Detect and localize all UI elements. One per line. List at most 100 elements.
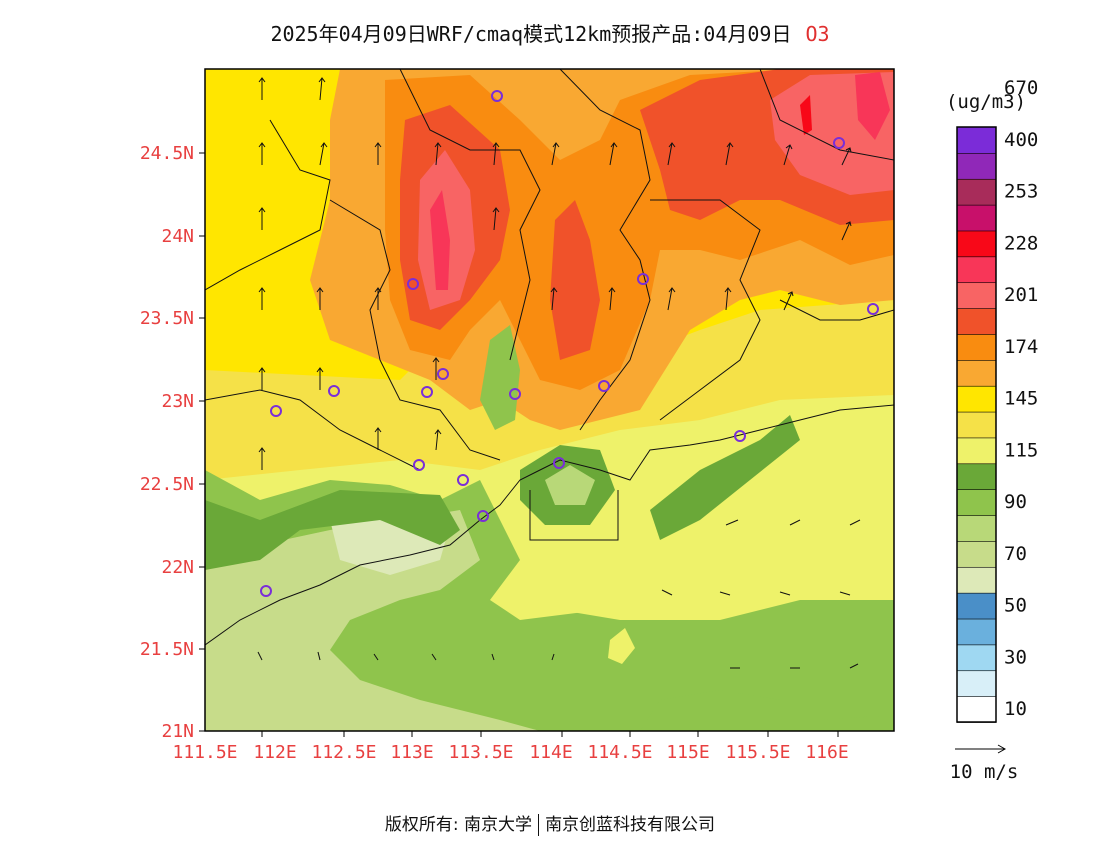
field-70-southwest xyxy=(205,510,540,731)
lat-label: 23.5N xyxy=(140,308,194,329)
field-top-spot xyxy=(800,95,812,135)
lat-label: 23N xyxy=(161,391,194,412)
wind-arrow xyxy=(551,142,560,166)
boundary-line-4 xyxy=(559,69,651,431)
colorbar-tick-label: 115 xyxy=(1004,439,1038,461)
copyright-left: 版权所有: 南京大学 xyxy=(384,815,533,835)
lat-label: 22.5N xyxy=(140,474,194,495)
wind-arrow xyxy=(258,142,266,165)
colorbar-swatch xyxy=(956,281,997,309)
site-marker xyxy=(553,457,565,469)
colorbar-tick-label: 145 xyxy=(1004,388,1038,410)
lat-label: 21.5N xyxy=(140,639,194,660)
wind-arrow xyxy=(841,147,852,166)
boundary-line-5 xyxy=(650,199,761,421)
colorbar-swatch xyxy=(956,669,997,697)
coastline xyxy=(205,404,894,646)
wind-arrow xyxy=(318,77,326,101)
wind-arrow xyxy=(783,291,794,311)
wind-arrow xyxy=(849,663,859,669)
wind-arrow xyxy=(609,142,618,166)
ozone-concentration-field xyxy=(205,69,894,731)
site-marker xyxy=(637,273,649,285)
colorbar-tick-label: 201 xyxy=(1004,284,1038,306)
field-90-bottom xyxy=(640,690,894,731)
wind-arrow xyxy=(432,357,440,380)
colorbar-swatch xyxy=(956,204,997,232)
lat-label: 22N xyxy=(161,557,194,578)
copyright: 版权所有: 南京大学 南京创蓝科技有限公司 xyxy=(0,810,1100,836)
wind-arrow xyxy=(725,519,739,526)
wind-arrow xyxy=(779,591,791,596)
lon-label: 114.5E xyxy=(587,742,652,763)
wind-arrow xyxy=(667,287,676,311)
latitude-axis: 24.5N 24N 23.5N 23N 22.5N 22N 21.5N 21N xyxy=(140,143,205,742)
colorbar: (ug/m3) 10 30 50 70 90 115 145 174 201 228 253 400 6… xyxy=(946,77,1038,723)
colorbar-tick-label: 174 xyxy=(1004,336,1038,358)
site-marker xyxy=(867,303,879,315)
map-frame xyxy=(204,68,895,732)
boundary-line-6 xyxy=(759,69,894,161)
colorbar-swatch xyxy=(956,411,997,439)
lat-label: 24.5N xyxy=(140,143,194,164)
field-90-east-band xyxy=(650,415,800,540)
wind-arrow xyxy=(373,653,379,661)
colorbar-swatch xyxy=(956,385,997,413)
colorbar-swatch xyxy=(956,463,997,490)
lon-label: 116E xyxy=(805,742,848,763)
site-marker xyxy=(260,585,272,597)
wind-arrow xyxy=(550,287,558,311)
colorbar-swatch xyxy=(956,592,997,620)
copyright-separator xyxy=(538,814,540,836)
site-marker xyxy=(598,380,610,392)
colorbar-swatch xyxy=(956,256,997,284)
wind-arrow xyxy=(841,221,852,241)
colorbar-tick-label: 253 xyxy=(1004,181,1038,203)
lon-label: 114E xyxy=(529,742,572,763)
wind-arrow xyxy=(374,142,382,165)
lon-label: 111.5E xyxy=(172,742,237,763)
site-marker xyxy=(457,474,469,486)
colorbar-unit: (ug/m3) xyxy=(946,91,1026,113)
wind-arrow xyxy=(258,207,266,230)
field-228-central xyxy=(550,200,600,360)
boundary-line-1 xyxy=(205,119,331,291)
pollutant-label: O3 xyxy=(805,22,830,46)
wind-arrow xyxy=(316,287,324,310)
longitude-axis: 111.5E 112E 112.5E 113E 113.5E 114E 114.… xyxy=(172,731,849,763)
field-115-small-pocket xyxy=(608,628,635,664)
colorbar-tick-label: 70 xyxy=(1004,543,1027,565)
wind-arrow xyxy=(374,427,382,450)
lat-label: 21N xyxy=(161,721,194,742)
colorbar-tick-label: 670 xyxy=(1004,77,1038,99)
wind-arrow xyxy=(608,287,616,311)
colorbar-swatch xyxy=(956,488,997,516)
wind-legend-arrowhead xyxy=(997,744,1007,754)
colorbar-swatch xyxy=(956,359,997,387)
site-marker xyxy=(509,388,521,400)
boundary-line-8 xyxy=(205,389,421,471)
boundary-line-2 xyxy=(329,199,501,461)
colorbar-tick-label: 50 xyxy=(1004,595,1027,617)
colorbar-frame xyxy=(956,126,997,723)
site-marker xyxy=(437,368,449,380)
lon-label: 112.5E xyxy=(311,742,376,763)
site-marker xyxy=(407,278,419,290)
site-marker xyxy=(477,510,489,522)
wind-arrow xyxy=(725,142,734,166)
map-title-text: 2025年04月09日WRF/cmaq模式12km预报产品:04月09日 xyxy=(270,22,792,46)
field-115-south-pocket xyxy=(520,510,894,620)
colorbar-swatch xyxy=(956,540,997,568)
lon-label: 113E xyxy=(390,742,433,763)
field-70-hk-core xyxy=(545,465,595,505)
lon-label: 115.5E xyxy=(725,742,790,763)
map-title: 2025年04月09日WRF/cmaq模式12km预报产品:04月09日 O3 xyxy=(0,18,1100,47)
boundaries xyxy=(205,69,894,646)
wind-arrow xyxy=(317,651,321,661)
wind-arrow xyxy=(374,287,382,310)
field-400-west xyxy=(430,190,450,290)
wind-arrow xyxy=(431,653,437,661)
wind-arrow xyxy=(492,207,500,231)
field-400-east xyxy=(855,72,890,140)
